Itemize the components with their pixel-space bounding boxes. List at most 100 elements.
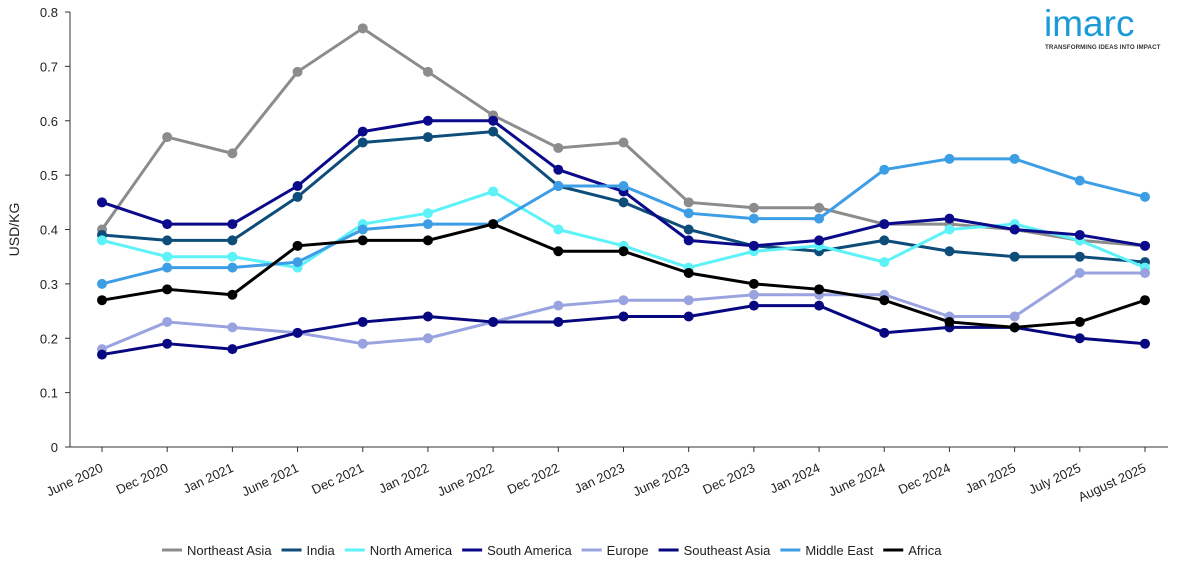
legend-label: India <box>307 543 336 558</box>
data-point-south-america <box>227 219 238 230</box>
data-point-north-america <box>97 235 107 246</box>
series-line-northeast-asia <box>100 26 1147 248</box>
series-middle-east <box>97 153 1150 289</box>
data-point-africa <box>944 316 955 327</box>
data-point-india <box>683 224 694 235</box>
chart-legend: Northeast Asia India North America South Am… <box>162 543 942 558</box>
y-tick-label: 0.7 <box>40 59 58 74</box>
data-point-europe <box>618 295 629 306</box>
x-tick-label: Jan 2021 <box>181 460 236 496</box>
data-point-india <box>357 137 368 148</box>
data-point-middle-east <box>944 153 955 164</box>
x-tick-label: Jan 2023 <box>572 460 627 496</box>
data-point-southeast-asia <box>162 338 173 349</box>
data-point-north-america <box>422 208 433 219</box>
y-tick-label: 0.8 <box>40 5 58 20</box>
y-axis-title: USD/KG <box>6 203 22 257</box>
data-point-europe <box>1009 311 1020 322</box>
y-tick-label: 0 <box>51 440 58 455</box>
data-point-south-america <box>1140 240 1150 251</box>
data-point-india <box>488 126 499 137</box>
data-point-india <box>227 235 238 246</box>
data-point-middle-east <box>879 164 890 175</box>
data-point-india <box>1009 251 1020 262</box>
data-point-south-america <box>1074 229 1085 240</box>
data-point-south-america <box>814 235 825 246</box>
x-tick-label: Jan 2024 <box>768 460 823 496</box>
data-point-south-america <box>422 115 433 126</box>
data-point-southeast-asia <box>292 327 303 338</box>
data-point-africa <box>488 219 499 230</box>
legend-item-middle-east: Middle East <box>780 543 874 558</box>
data-point-southeast-asia <box>814 300 825 311</box>
data-point-india <box>944 246 955 257</box>
x-tick-label: Dec 2021 <box>309 460 366 497</box>
data-point-south-america <box>357 126 368 137</box>
data-point-middle-east <box>683 208 694 219</box>
data-point-europe <box>553 300 564 311</box>
data-point-europe <box>1074 268 1085 278</box>
x-tick-label: August 2025 <box>1076 460 1149 504</box>
data-point-southeast-asia <box>357 316 368 327</box>
x-tick-label: June 2021 <box>239 460 300 499</box>
data-point-northeast-asia <box>683 197 694 208</box>
data-point-southeast-asia <box>422 311 433 322</box>
data-point-north-america <box>944 224 955 235</box>
y-tick-label: 0.3 <box>40 277 58 292</box>
legend-label: Southeast Asia <box>684 543 771 558</box>
data-point-india <box>422 132 433 143</box>
series-layer <box>97 23 1150 360</box>
x-tick-label: June 2020 <box>44 460 105 499</box>
x-tick-label: June 2023 <box>631 460 692 499</box>
data-point-southeast-asia <box>1140 338 1150 349</box>
data-point-southeast-asia <box>227 344 238 355</box>
data-point-africa <box>97 295 107 306</box>
data-point-northeast-asia <box>618 137 629 148</box>
data-point-south-america <box>683 235 694 246</box>
data-point-middle-east <box>553 181 564 191</box>
data-point-northeast-asia <box>814 202 825 213</box>
logo-tagline: TRANSFORMING IDEAS INTO IMPACT <box>1045 44 1161 51</box>
data-point-india <box>879 235 890 246</box>
data-point-india <box>292 191 303 202</box>
x-tick-label: Dec 2022 <box>505 460 562 497</box>
data-point-northeast-asia <box>357 23 368 34</box>
legend-item-north-america: North America <box>344 543 453 558</box>
x-tick-label: Jan 2025 <box>963 460 1018 496</box>
x-tick-label: June 2022 <box>435 460 496 499</box>
data-point-middle-east <box>227 262 238 273</box>
data-point-northeast-asia <box>422 66 433 77</box>
data-point-southeast-asia <box>618 311 629 322</box>
x-tick-label: Dec 2024 <box>896 460 953 497</box>
series-northeast-asia <box>97 23 1150 251</box>
data-point-africa <box>618 246 629 257</box>
series-southeast-asia <box>97 300 1150 360</box>
data-point-india <box>618 197 629 208</box>
data-point-northeast-asia <box>553 142 564 153</box>
data-point-southeast-asia <box>683 311 694 322</box>
data-point-africa <box>879 295 890 306</box>
data-point-north-america <box>879 257 890 268</box>
data-point-middle-east <box>162 262 173 273</box>
data-point-africa <box>227 289 238 300</box>
legend-item-south-america: South America <box>462 543 572 558</box>
data-point-africa <box>814 284 825 295</box>
legend-label: South America <box>487 543 572 558</box>
data-point-northeast-asia <box>162 132 173 143</box>
data-point-africa <box>1074 316 1085 327</box>
data-point-middle-east <box>618 181 629 191</box>
data-point-south-america <box>1009 224 1020 235</box>
series-line-europe <box>100 271 1147 351</box>
data-point-south-america <box>748 240 759 251</box>
data-point-africa <box>748 278 759 289</box>
x-tick-label: Jan 2022 <box>376 460 431 496</box>
data-point-southeast-asia <box>97 349 107 360</box>
data-point-south-america <box>553 164 564 175</box>
data-point-southeast-asia <box>879 327 890 338</box>
data-point-middle-east <box>97 278 107 289</box>
data-point-middle-east <box>814 213 825 224</box>
data-point-europe <box>227 322 238 333</box>
legend-label: Europe <box>607 543 649 558</box>
legend-label: Africa <box>908 543 942 558</box>
y-tick-label: 0.2 <box>40 331 58 346</box>
